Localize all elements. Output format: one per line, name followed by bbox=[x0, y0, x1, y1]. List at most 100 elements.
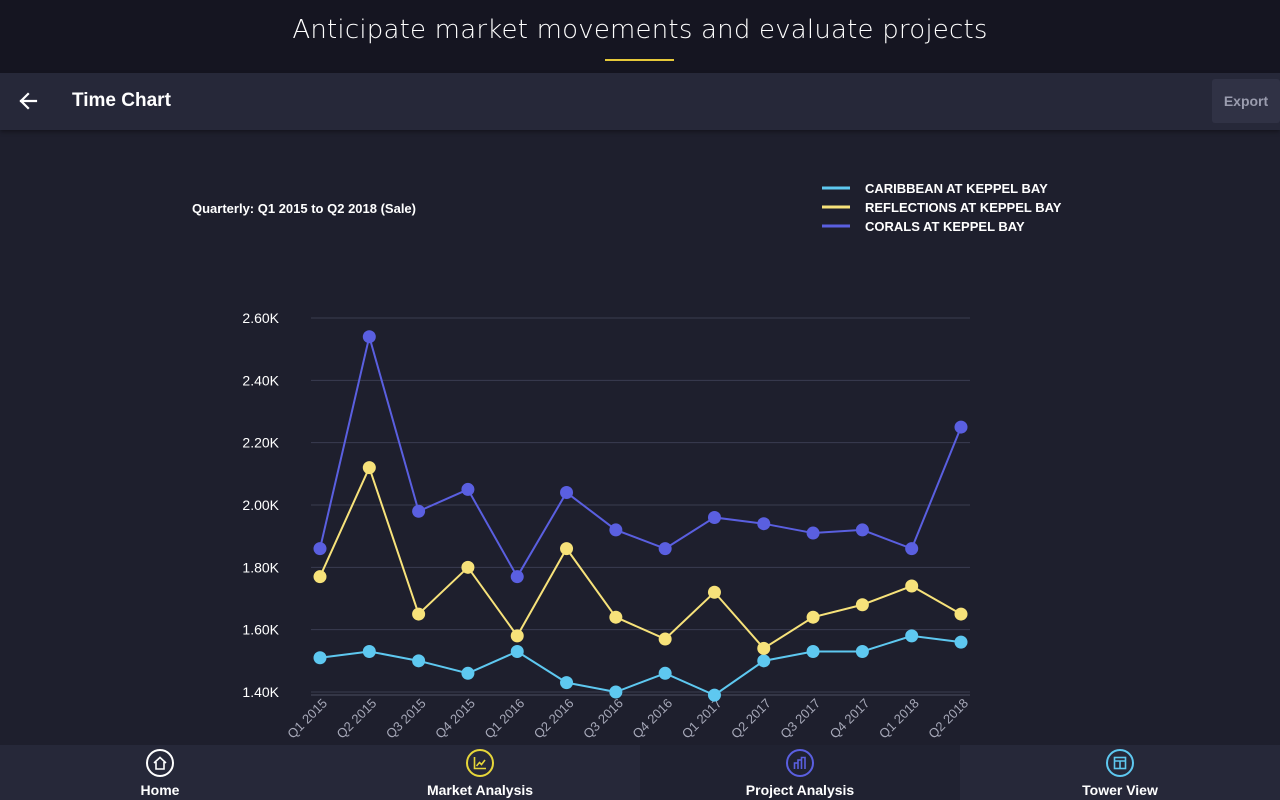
chart-legend: CARIBBEAN AT KEPPEL BAY REFLECTIONS AT KE… bbox=[822, 181, 1062, 234]
arrow-left-icon bbox=[19, 92, 38, 110]
data-point[interactable] bbox=[905, 579, 919, 593]
data-point[interactable] bbox=[757, 517, 771, 531]
data-point[interactable] bbox=[412, 654, 426, 668]
back-button[interactable] bbox=[10, 82, 46, 120]
data-point[interactable] bbox=[313, 542, 327, 556]
data-point[interactable] bbox=[510, 629, 524, 643]
nav-home[interactable]: Home bbox=[0, 745, 320, 800]
data-point[interactable] bbox=[905, 542, 919, 556]
page-title: Time Chart bbox=[72, 90, 171, 111]
nav-project-analysis-label: Project Analysis bbox=[745, 782, 855, 798]
data-point[interactable] bbox=[806, 610, 820, 624]
data-point[interactable] bbox=[461, 560, 475, 574]
data-point[interactable] bbox=[609, 610, 623, 624]
data-point[interactable] bbox=[905, 629, 919, 643]
data-point[interactable] bbox=[658, 666, 672, 680]
y-axis: 1.40K 1.60K 1.80K 2.00K 2.20K 2.40K 2.60K bbox=[242, 310, 279, 700]
data-point[interactable] bbox=[658, 542, 672, 556]
data-point[interactable] bbox=[560, 542, 574, 556]
x-axis: Q1 2015 Q2 2015 Q3 2015 Q4 2015 Q1 2016 Q2 20… bbox=[284, 696, 971, 742]
data-point[interactable] bbox=[510, 644, 524, 658]
data-point[interactable] bbox=[954, 420, 968, 434]
y-tick-label: 1.40K bbox=[242, 684, 279, 700]
data-point[interactable] bbox=[855, 644, 869, 658]
x-tick-label: Q3 2016 bbox=[580, 696, 626, 742]
data-point[interactable] bbox=[313, 651, 327, 665]
data-point[interactable] bbox=[461, 666, 475, 680]
x-tick-label: Q3 2015 bbox=[383, 696, 429, 742]
data-point[interactable] bbox=[510, 570, 524, 584]
top-banner: Anticipate market movements and evaluate… bbox=[0, 0, 1280, 73]
bar-chart-icon bbox=[786, 749, 814, 777]
series-line bbox=[319, 336, 962, 579]
chart-title: Quarterly: Q1 2015 to Q2 2018 (Sale) bbox=[192, 201, 416, 216]
x-tick-label: Q2 2015 bbox=[334, 696, 380, 742]
legend-label[interactable]: CARIBBEAN AT KEPPEL BAY bbox=[865, 181, 1048, 196]
data-point[interactable] bbox=[707, 688, 721, 702]
data-point[interactable] bbox=[412, 607, 426, 621]
data-point[interactable] bbox=[954, 635, 968, 649]
data-point[interactable] bbox=[313, 570, 327, 584]
x-tick-label: Q1 2016 bbox=[481, 696, 527, 742]
series-group bbox=[313, 629, 968, 702]
y-tick-label: 2.00K bbox=[242, 497, 279, 513]
chart-series bbox=[313, 330, 968, 702]
data-point[interactable] bbox=[609, 685, 623, 699]
x-tick-label: Q1 2015 bbox=[284, 696, 330, 742]
time-chart: Quarterly: Q1 2015 to Q2 2018 (Sale) CAR… bbox=[192, 181, 1062, 742]
y-tick-label: 1.60K bbox=[242, 622, 279, 638]
x-tick-label: Q2 2018 bbox=[925, 696, 971, 742]
nav-market-analysis[interactable]: Market Analysis bbox=[320, 745, 640, 800]
x-tick-label: Q1 2017 bbox=[679, 696, 725, 742]
bottom-nav: Home Market Analysis Project Analysis To… bbox=[0, 745, 1280, 800]
home-icon bbox=[146, 749, 174, 777]
data-point[interactable] bbox=[806, 644, 820, 658]
x-tick-label: Q3 2017 bbox=[777, 696, 823, 742]
banner-underline bbox=[605, 59, 674, 61]
data-point[interactable] bbox=[609, 523, 623, 537]
data-point[interactable] bbox=[362, 461, 376, 475]
tower-grid-icon bbox=[1106, 749, 1134, 777]
data-point[interactable] bbox=[757, 641, 771, 655]
x-tick-label: Q1 2018 bbox=[876, 696, 922, 742]
chart-area: Quarterly: Q1 2015 to Q2 2018 (Sale) CAR… bbox=[0, 130, 1280, 745]
data-point[interactable] bbox=[806, 526, 820, 540]
data-point[interactable] bbox=[707, 510, 721, 524]
series-line bbox=[319, 464, 962, 650]
y-tick-label: 2.40K bbox=[242, 372, 279, 388]
nav-project-analysis[interactable]: Project Analysis bbox=[640, 745, 960, 800]
nav-home-label: Home bbox=[140, 782, 180, 798]
y-tick-label: 1.80K bbox=[242, 559, 279, 575]
trend-chart-icon bbox=[466, 749, 494, 777]
data-point[interactable] bbox=[855, 523, 869, 537]
data-point[interactable] bbox=[560, 486, 574, 500]
data-point[interactable] bbox=[707, 585, 721, 599]
banner-headline: Anticipate market movements and evaluate… bbox=[292, 15, 988, 45]
series-group bbox=[313, 461, 968, 655]
series-group bbox=[313, 330, 968, 584]
toolbar: Time Chart Export bbox=[0, 73, 1280, 130]
y-tick-label: 2.60K bbox=[242, 310, 279, 326]
y-tick-label: 2.20K bbox=[242, 435, 279, 451]
nav-market-analysis-label: Market Analysis bbox=[426, 782, 534, 798]
nav-tower-view[interactable]: Tower View bbox=[960, 745, 1280, 800]
chart-grid bbox=[311, 317, 970, 696]
x-tick-label: Q4 2017 bbox=[827, 696, 873, 742]
data-point[interactable] bbox=[658, 632, 672, 646]
x-tick-label: Q2 2016 bbox=[531, 696, 577, 742]
data-point[interactable] bbox=[954, 607, 968, 621]
data-point[interactable] bbox=[560, 676, 574, 690]
legend-label[interactable]: CORALS AT KEPPEL BAY bbox=[865, 219, 1025, 234]
nav-tower-view-label: Tower View bbox=[1082, 782, 1158, 798]
legend-label[interactable]: REFLECTIONS AT KEPPEL BAY bbox=[865, 200, 1062, 215]
data-point[interactable] bbox=[855, 598, 869, 612]
x-tick-label: Q4 2016 bbox=[629, 696, 675, 742]
data-point[interactable] bbox=[362, 644, 376, 658]
data-point[interactable] bbox=[362, 330, 376, 344]
export-button[interactable]: Export bbox=[1212, 79, 1280, 123]
x-tick-label: Q4 2015 bbox=[432, 696, 478, 742]
data-point[interactable] bbox=[757, 654, 771, 668]
data-point[interactable] bbox=[461, 482, 475, 496]
series-line bbox=[319, 634, 962, 697]
data-point[interactable] bbox=[412, 504, 426, 518]
